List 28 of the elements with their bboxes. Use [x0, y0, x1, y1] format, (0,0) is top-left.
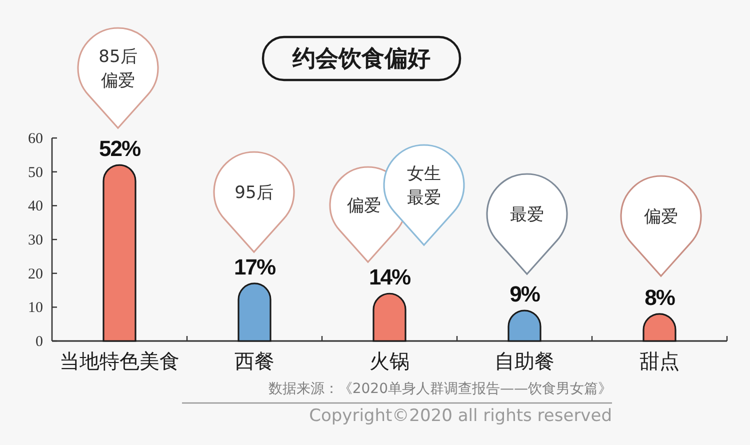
data-label: 8%	[644, 284, 675, 310]
chart-title: 约会饮食偏好	[292, 46, 430, 72]
bar	[238, 282, 272, 342]
text: Copyright©2020 all rights reserved	[309, 406, 612, 426]
x-tick-label: 自助餐	[494, 349, 554, 373]
y-tick-label: 30	[28, 232, 43, 248]
annotation: 最爱	[510, 205, 544, 225]
x-tick-label: 甜点	[640, 349, 680, 373]
y-tick-label: 0	[36, 334, 43, 350]
source-note: 数据来源：《2020单身人群调查报告——饮食男女篇》	[268, 381, 612, 397]
x-tick-label: 当地特色美食	[60, 349, 180, 373]
y-tick-label: 60	[28, 131, 43, 147]
data-label: 52%	[98, 136, 140, 162]
y-tick-label: 20	[28, 266, 43, 282]
y-tick-label: 40	[28, 198, 43, 215]
bar	[102, 164, 136, 342]
annotation: 偏爱	[644, 207, 678, 227]
annotation: 偏爱	[347, 196, 381, 216]
data-label: 9%	[510, 282, 540, 307]
y-tick-label: 10	[28, 300, 43, 316]
x-tick-label: 西餐	[234, 349, 274, 373]
data-label: 14%	[368, 264, 410, 290]
y-tick-label: 50	[28, 164, 43, 181]
x-tick-label: 火锅	[370, 349, 410, 373]
annotation: 95后	[234, 183, 274, 203]
text: 85后偏爱	[98, 47, 138, 91]
data-label: 17%	[234, 254, 276, 280]
annotation: 女生最爱	[407, 164, 441, 208]
